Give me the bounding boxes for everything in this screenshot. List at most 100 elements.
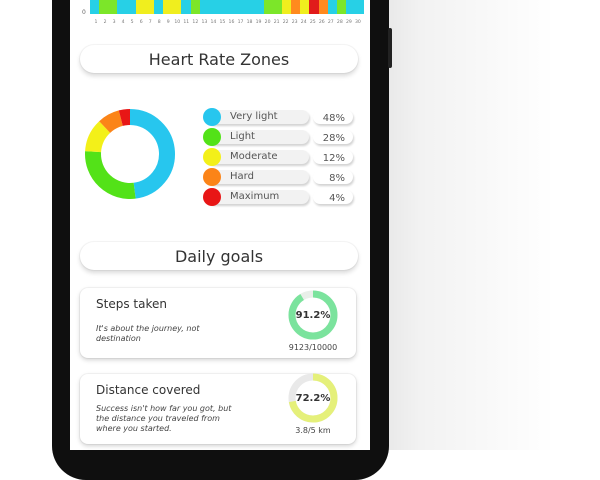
- day-axis-tick-label: 20: [264, 20, 271, 25]
- zone-percent: 8%: [329, 173, 345, 184]
- day-axis-tick-label: 3: [112, 20, 116, 25]
- heat-strip-cell: [153, 0, 164, 14]
- goal-percent-label: 72.2%: [296, 393, 331, 404]
- day-axis-tick-label: 22: [282, 20, 289, 25]
- day-axis-tick-label: 18: [246, 20, 253, 25]
- zone-label: Hard: [230, 171, 254, 182]
- day-axis-tick-label: 19: [255, 20, 262, 25]
- heat-strip-cell: [318, 0, 328, 14]
- daily-goals-title: Daily goals: [174, 246, 264, 266]
- zone-percent-pill: 8%: [313, 170, 353, 184]
- heat-strip-cell: [135, 0, 145, 14]
- day-axis-tick-label: 16: [228, 20, 235, 25]
- daily-goals-header: Daily goals: [80, 242, 358, 270]
- zone-color-dot: [203, 188, 221, 206]
- heat-strip-cell: [217, 0, 228, 14]
- zone-row: Very light 48%: [203, 108, 353, 126]
- donut-slice: [118, 109, 131, 126]
- heart-rate-heat-strip: [90, 0, 365, 14]
- zone-row: Hard 8%: [203, 168, 353, 186]
- phone-side-button: [388, 28, 392, 68]
- day-axis-tick-label: 17: [237, 20, 244, 25]
- day-axis-tick-label: 2: [103, 20, 107, 25]
- day-axis-tick-label: 23: [291, 20, 298, 25]
- goal-title: Distance covered: [96, 383, 201, 397]
- heat-strip-cell: [291, 0, 301, 14]
- zone-label: Light: [230, 131, 255, 142]
- heat-strip-cell: [336, 0, 346, 14]
- zone-percent: 48%: [322, 113, 345, 124]
- heat-strip-cell: [144, 0, 154, 14]
- zone-bar: [207, 150, 309, 164]
- goal-quote: Success isn't how far you got, but the d…: [96, 404, 232, 433]
- day-axis-tick-label: 29: [345, 20, 352, 25]
- day-axis-tick-label: 8: [157, 20, 161, 25]
- heat-strip-cell: [163, 0, 173, 14]
- heat-strip-cell: [355, 0, 365, 14]
- goal-progress-ring: 72.2%: [288, 373, 338, 423]
- zone-percent: 4%: [329, 193, 345, 204]
- donut-slice: [85, 121, 111, 153]
- heat-strip-cell: [345, 0, 356, 14]
- zone-color-dot: [203, 168, 221, 186]
- goal-sub-value: 9123/10000: [288, 343, 338, 352]
- heat-strip-cell: [199, 0, 209, 14]
- day-axis-tick-label: 11: [183, 20, 190, 25]
- day-axis-tick-label: 6: [139, 20, 143, 25]
- zone-label: Very light: [230, 111, 278, 122]
- heat-strip-zero-label: 0: [82, 9, 86, 16]
- day-axis-tick-label: 9: [166, 20, 170, 25]
- goal-sub-value: 3.8/5 km: [295, 426, 331, 435]
- goal-percent-label: 91.2%: [296, 310, 331, 321]
- heat-strip-cell: [245, 0, 255, 14]
- heat-strip-cell: [208, 0, 218, 14]
- heat-strip-cell: [99, 0, 109, 14]
- heat-strip-cell: [281, 0, 292, 14]
- zone-bar: [207, 170, 309, 184]
- heat-strip-cell: [263, 0, 273, 14]
- zone-percent-pill: 48%: [313, 110, 353, 124]
- heat-strip-cell: [272, 0, 282, 14]
- zone-color-dot: [203, 108, 221, 126]
- heat-strip-cell: [236, 0, 246, 14]
- heart-rate-zones-title: Heart Rate Zones: [148, 49, 290, 69]
- day-axis-tick-label: 13: [201, 20, 208, 25]
- zone-bar: [207, 190, 309, 204]
- day-axis-tick-label: 27: [327, 20, 334, 25]
- zone-row: Maximum 4%: [203, 188, 353, 206]
- heat-strip-cell: [90, 0, 100, 14]
- phone-shadow: [375, 0, 600, 450]
- goal-progress-ring: 91.2%: [288, 290, 338, 340]
- zone-row: Moderate 12%: [203, 148, 353, 166]
- goal-title: Steps taken: [96, 297, 167, 311]
- day-axis-tick-label: 24: [300, 20, 307, 25]
- zone-percent-pill: 12%: [313, 150, 353, 164]
- zone-label: Maximum: [230, 191, 280, 202]
- day-axis-tick-label: 28: [336, 20, 343, 25]
- heat-strip-cell: [190, 0, 200, 14]
- zone-row: Light 28%: [203, 128, 353, 146]
- donut-slice: [129, 109, 175, 199]
- heat-strip-cell: [172, 0, 182, 14]
- goal-card-steps[interactable]: Steps taken It's about the journey, not …: [80, 288, 356, 358]
- zone-bar: [207, 110, 309, 124]
- day-axis-tick-label: 4: [121, 20, 125, 25]
- day-axis-tick-label: 1: [94, 20, 98, 25]
- heat-strip-cell: [309, 0, 319, 14]
- goal-card-distance[interactable]: Distance covered Success isn't how far y…: [80, 373, 356, 444]
- zone-percent: 12%: [322, 153, 345, 164]
- day-axis-tick-label: 30: [354, 20, 361, 25]
- heat-strip-cell: [126, 0, 136, 14]
- goal-quote: It's about the journey, not destination: [96, 324, 200, 343]
- heat-strip-cell: [117, 0, 127, 14]
- app-screen: 0 1 2 3 4 5 6 7 8 9 10 11 12 13 14 15 16 17 18 19 20 21 22 23 2…: [70, 0, 370, 450]
- zone-color-dot: [203, 128, 221, 146]
- day-axis-tick-label: 10: [174, 20, 181, 25]
- day-axis-tick-label: 14: [210, 20, 217, 25]
- heat-strip-cell: [327, 0, 337, 14]
- heat-strip-cell: [300, 0, 310, 14]
- day-axis-tick-label: 5: [130, 20, 134, 25]
- day-axis-tick-label: 12: [192, 20, 199, 25]
- donut-slice: [99, 110, 124, 134]
- donut-slice: [85, 151, 136, 199]
